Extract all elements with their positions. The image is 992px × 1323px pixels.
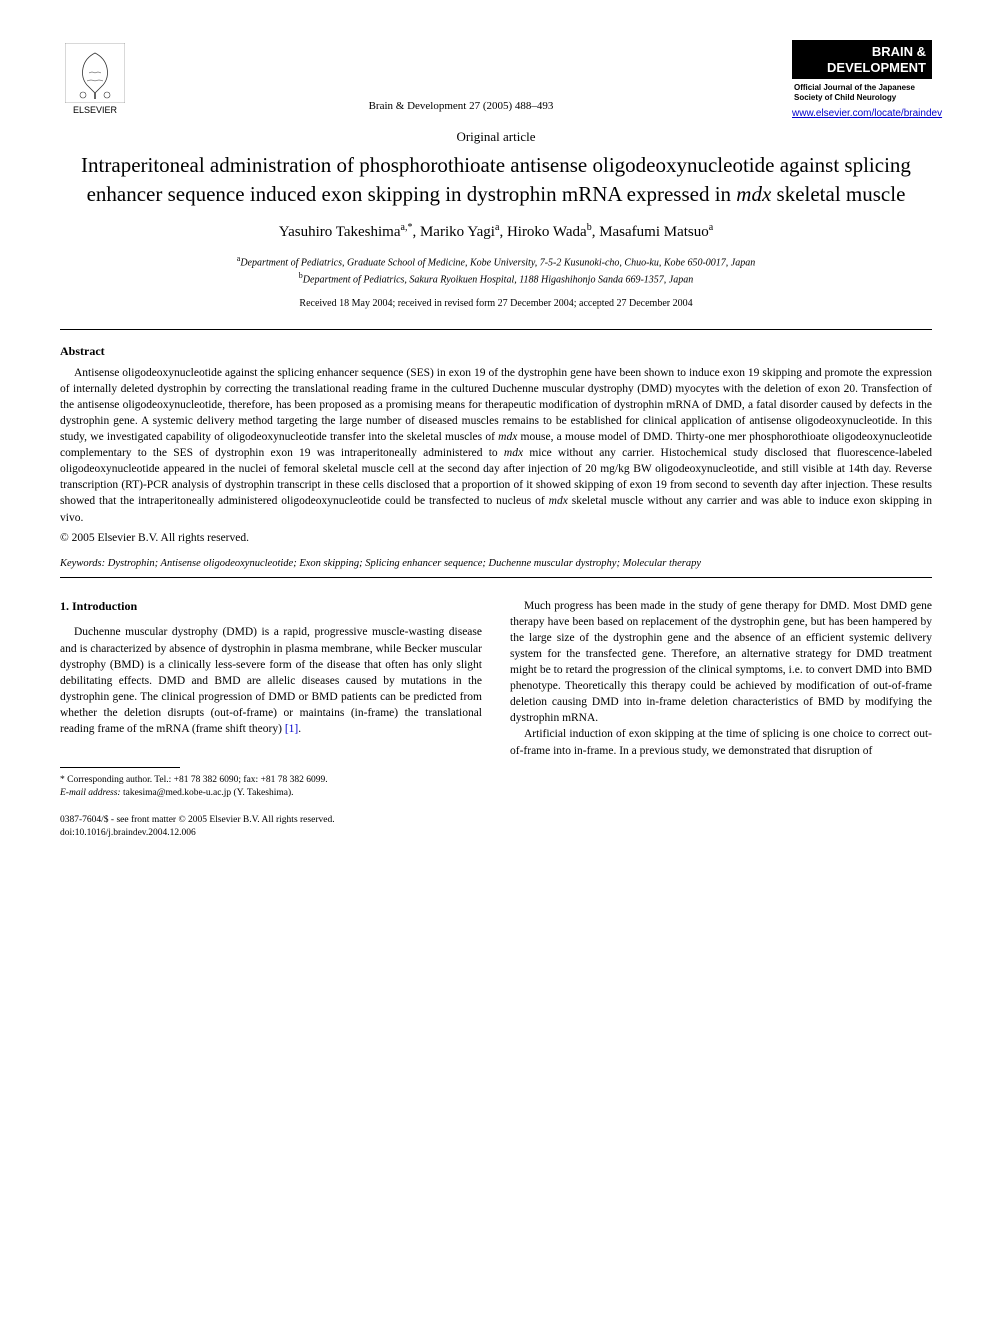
author-4: , Masafumi Matsuo xyxy=(592,224,709,240)
author-1: Yasuhiro Takeshima xyxy=(279,224,401,240)
badge-line-1: BRAIN & xyxy=(872,44,926,59)
keywords: Keywords: Dystrophin; Antisense oligodeo… xyxy=(60,558,932,569)
footnote-rule xyxy=(60,767,180,768)
article-type: Original article xyxy=(60,129,932,145)
col2-para-1: Much progress has been made in the study… xyxy=(510,598,932,727)
page-header: ELSEVIER Brain & Development 27 (2005) 4… xyxy=(60,40,932,119)
keywords-list: Dystrophin; Antisense oligodeoxynucleoti… xyxy=(105,558,701,569)
author-4-sup: a xyxy=(709,222,713,233)
body-columns: 1. Introduction Duchenne muscular dystro… xyxy=(60,598,932,840)
issn-line: 0387-7604/$ - see front matter © 2005 El… xyxy=(60,814,482,827)
author-list: Yasuhiro Takeshimaa,*, Mariko Yagi a , Hir… xyxy=(60,222,932,241)
journal-badge: BRAIN & DEVELOPMENT Official Journal of … xyxy=(792,40,932,119)
elsevier-tree-icon xyxy=(65,43,125,103)
column-left: 1. Introduction Duchenne muscular dystro… xyxy=(60,598,482,840)
badge-line-2: DEVELOPMENT xyxy=(827,60,926,75)
bottom-meta: 0387-7604/$ - see front matter © 2005 El… xyxy=(60,814,482,840)
email-value: takesima@med.kobe-u.ac.jp (Y. Takeshima)… xyxy=(121,788,294,798)
abstract-body: Antisense oligodeoxynucleotide against t… xyxy=(60,365,932,526)
abs-ital-3: mdx xyxy=(549,495,568,507)
title-ital: mdx xyxy=(736,182,771,206)
rule-bottom xyxy=(60,577,932,578)
author-1-sup: a,* xyxy=(401,222,413,233)
abstract-copyright: © 2005 Elsevier B.V. All rights reserved… xyxy=(60,532,932,544)
journal-reference: Brain & Development 27 (2005) 488–493 xyxy=(130,40,792,112)
article-title: Intraperitoneal administration of phosph… xyxy=(60,151,932,208)
abs-ital-1: mdx xyxy=(498,431,517,443)
doi-line: doi:10.1016/j.braindev.2004.12.006 xyxy=(60,827,482,840)
publisher-logo: ELSEVIER xyxy=(60,40,130,118)
aff-b: Department of Pediatrics, Sakura Ryoikue… xyxy=(303,275,693,286)
abstract-heading: Abstract xyxy=(60,344,932,359)
author-3: , Hiroko Wada xyxy=(499,224,586,240)
rule-top xyxy=(60,329,932,330)
journal-badge-subtitle: Official Journal of the Japanese Society… xyxy=(792,81,932,104)
aff-a: Department of Pediatrics, Graduate Schoo… xyxy=(240,257,755,268)
corr-email-line: E-mail address: takesima@med.kobe-u.ac.j… xyxy=(60,787,482,800)
publisher-name: ELSEVIER xyxy=(73,105,117,115)
column-right: Much progress has been made in the study… xyxy=(510,598,932,840)
section-1-heading: 1. Introduction xyxy=(60,598,482,615)
corresponding-footnote: * Corresponding author. Tel.: +81 78 382… xyxy=(60,774,482,800)
ref-link-1[interactable]: [1] xyxy=(285,723,298,735)
abs-ital-2: mdx xyxy=(504,447,523,459)
corr-author-line: * Corresponding author. Tel.: +81 78 382… xyxy=(60,774,482,787)
affiliations: aDepartment of Pediatrics, Graduate Scho… xyxy=(60,253,932,288)
article-dates: Received 18 May 2004; received in revise… xyxy=(60,298,932,309)
keywords-label: Keywords: xyxy=(60,558,105,569)
title-post: skeletal muscle xyxy=(771,182,905,206)
col2-para-2: Artificial induction of exon skipping at… xyxy=(510,726,932,758)
email-label: E-mail address: xyxy=(60,788,121,798)
col1-para-1: Duchenne muscular dystrophy (DMD) is a r… xyxy=(60,624,482,737)
author-2: , Mariko Yagi xyxy=(412,224,495,240)
col1-p1-end: . xyxy=(298,723,301,735)
journal-url-link[interactable]: www.elsevier.com/locate/braindev xyxy=(792,108,932,119)
col1-p1-text: Duchenne muscular dystrophy (DMD) is a r… xyxy=(60,626,482,735)
journal-badge-title: BRAIN & DEVELOPMENT xyxy=(792,40,932,79)
